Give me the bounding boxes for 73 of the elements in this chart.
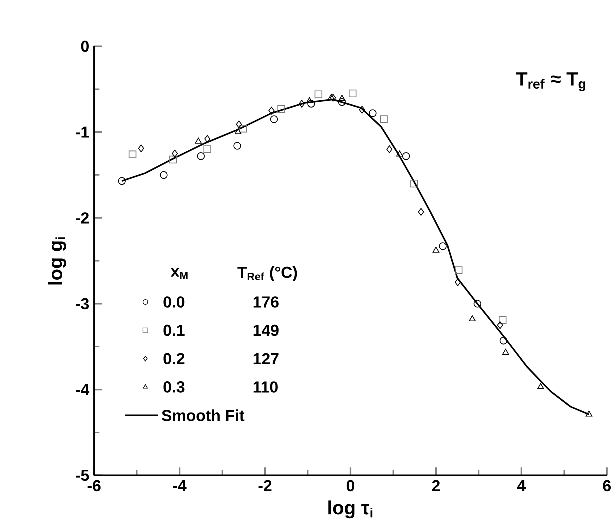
annotation: 127 [254,353,279,364]
point [128,150,137,158]
annotation: 149 [254,324,279,336]
point [278,105,286,113]
x-tick-label: -6 [88,480,101,492]
point [308,100,316,108]
x-tick-label: 2 [432,480,440,492]
legend-title: x$_{M}$ [170,268,188,280]
x-tick-label: -4 [173,480,187,492]
point [204,135,211,144]
point [502,349,510,355]
point [195,138,202,144]
y-tick-label: -1 [76,126,90,138]
x-tick-label: 0 [346,480,355,492]
legend-label: 0.1 [164,324,185,336]
point [469,316,476,322]
point [396,150,404,157]
legend-label: 0.0 [164,296,185,308]
legend-label: 0.3 [164,382,185,393]
point [338,98,346,106]
x-tick-label: 6 [603,480,612,492]
point [268,106,275,115]
point [410,180,418,188]
point [234,142,242,150]
point [338,94,346,101]
x-tick-label: -2 [258,480,272,492]
y-axis-title: log g$_{i}$ [48,238,66,285]
annotation: T$_{ref}$ ≈ T$_{g}$ [516,72,586,92]
point [172,150,178,158]
point [138,144,144,152]
point [500,336,508,345]
annotation: T$_{Ref}$ (°C) [238,266,298,282]
x-axis-title: log τ$_{i}$ [328,500,373,519]
point [240,125,248,133]
y-tick-label: -3 [76,298,90,310]
annotation: 110 [254,382,278,393]
y-tick-label: 0 [81,40,89,52]
point [236,120,242,128]
point [328,94,335,100]
point [455,266,463,274]
point [197,152,206,160]
point [204,146,212,154]
y-tick-label: -4 [76,384,90,396]
point [270,116,278,124]
x-tick-label: 4 [517,480,526,492]
point [330,94,336,102]
point [369,110,377,118]
point [538,383,544,390]
point [359,106,366,114]
point [586,410,593,417]
point [455,278,461,286]
y-tick-label: -5 [76,470,90,482]
point [170,156,178,164]
annotation: 176 [254,296,279,308]
point [118,177,126,186]
point [386,146,393,154]
y-tick-label: -2 [76,212,89,224]
point [160,171,168,180]
point [402,152,410,160]
point [306,98,314,104]
legend-label: 0.2 [164,353,185,364]
point [499,316,507,324]
point [418,208,424,216]
point [234,128,242,134]
point [497,322,504,330]
point [474,300,482,308]
point [432,246,440,253]
point [380,116,388,124]
point [314,90,323,98]
point [299,100,306,108]
point [349,90,357,98]
point [439,242,447,250]
legend-label: Smooth Fit [162,410,245,422]
